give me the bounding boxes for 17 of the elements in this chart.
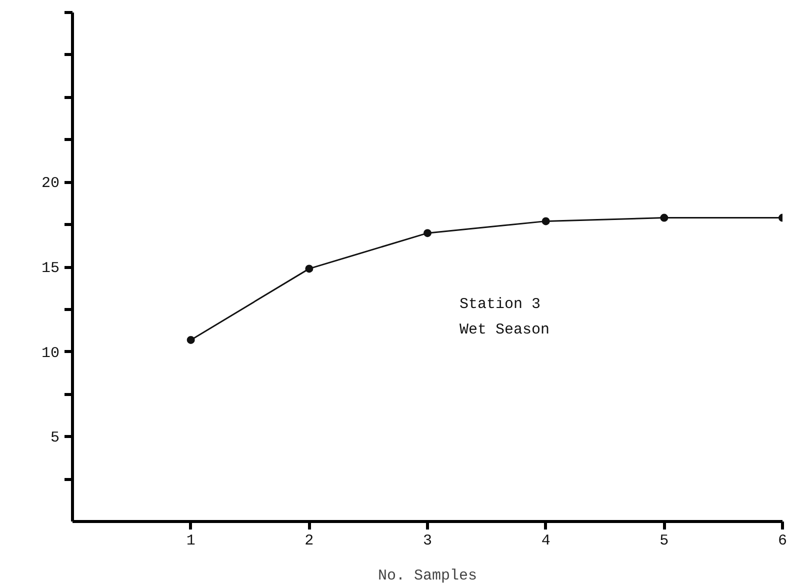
point — [424, 229, 432, 238]
x-tick-label: 4 — [541, 532, 550, 550]
point — [542, 217, 550, 226]
y-tick-label: 20 — [41, 175, 60, 192]
y-tick-label: 5 — [50, 430, 60, 447]
y-tick-label: 15 — [41, 260, 60, 277]
point — [305, 264, 314, 273]
x-tick-label: 1 — [186, 532, 196, 550]
x-tick-label: 5 — [660, 532, 669, 550]
x-tick-label: 2 — [304, 532, 314, 550]
point — [186, 336, 195, 344]
y-tick-label: 10 — [41, 344, 60, 362]
x-tick-label: 6 — [778, 532, 788, 550]
point — [660, 214, 668, 222]
annotation: Station 3 Wet Season — [459, 296, 550, 338]
x-axis-title: No. Samples — [378, 568, 478, 584]
x-tick-label: 3 — [423, 532, 432, 550]
